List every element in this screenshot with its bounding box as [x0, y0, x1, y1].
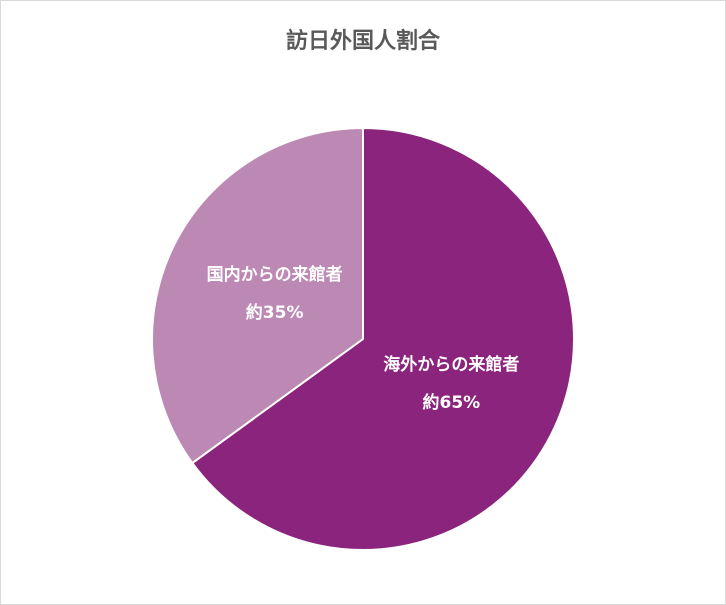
slice-label: 国内からの来館者 — [207, 264, 343, 285]
pie-slice — [190, 126, 575, 551]
value-label: 約35% — [246, 302, 304, 323]
value-label: 約65% — [423, 392, 481, 413]
chart-title: 訪日外国人割合 — [286, 28, 441, 54]
pie-slice — [151, 126, 364, 465]
slice-label: 海外からの来館者 — [383, 354, 519, 375]
